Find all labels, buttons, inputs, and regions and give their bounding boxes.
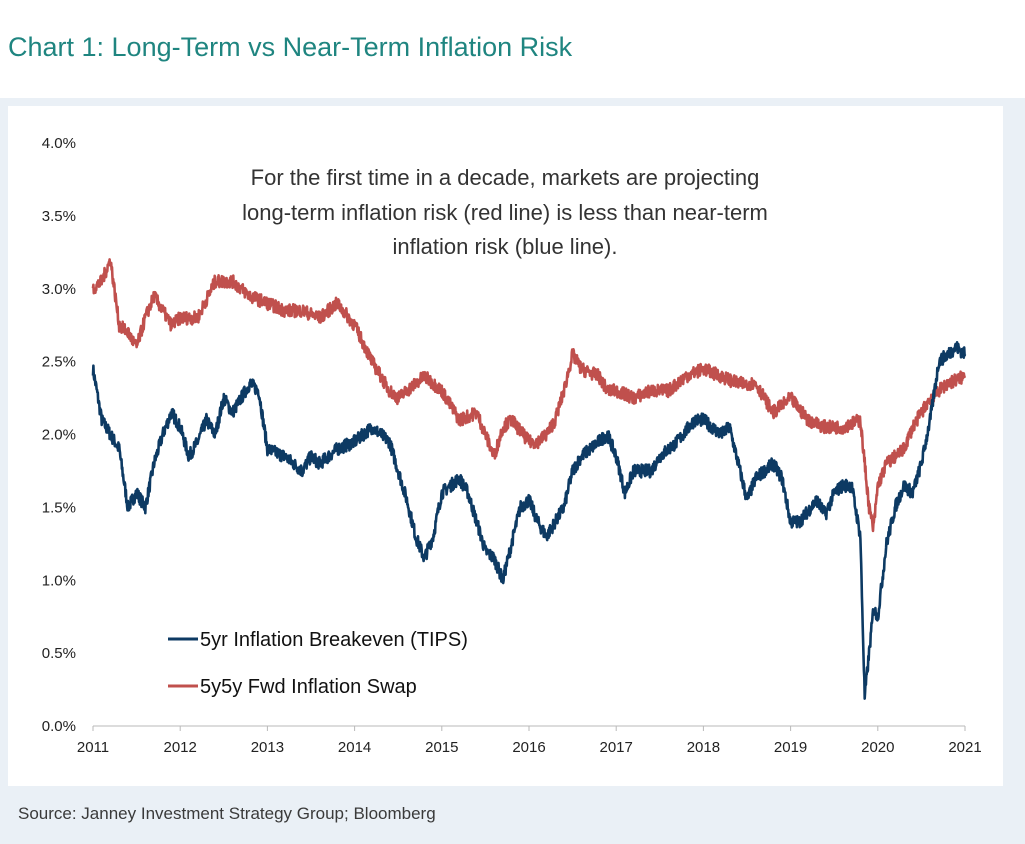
x-tick-label: 2015: [425, 739, 458, 756]
y-axis: 0.0% 0.5% 1.0% 1.5% 2.0% 2.5% 3.0% 3.5% 4.0%: [42, 135, 76, 735]
y-tick-label: 1.5%: [42, 499, 76, 516]
page-title: Chart 1: Long-Term vs Near-Term Inflatio…: [8, 32, 573, 62]
annotation-line-1: For the first time in a decade, markets …: [251, 165, 760, 190]
x-tick-label: 2017: [600, 739, 633, 756]
y-tick-label: 0.5%: [42, 645, 76, 662]
legend: 5yr Inflation Breakeven (TIPS) 5y5y Fwd …: [168, 629, 468, 698]
series-line-breakeven: [91, 340, 967, 700]
y-tick-label: 3.5%: [42, 208, 76, 225]
legend-label-swap: 5y5y Fwd Inflation Swap: [200, 676, 417, 698]
annotation-line-2: long-term inflation risk (red line) is l…: [242, 200, 768, 225]
chart-annotation: For the first time in a decade, markets …: [242, 165, 768, 259]
x-tick-label: 2021: [948, 739, 981, 756]
y-tick-label: 2.5%: [42, 354, 76, 371]
y-tick-label: 3.0%: [42, 281, 76, 298]
x-tick-label: 2018: [687, 739, 720, 756]
y-tick-label: 1.0%: [42, 572, 76, 589]
x-tick-label: 2011: [77, 739, 109, 756]
y-tick-label: 2.0%: [42, 427, 76, 444]
series-line-swap: [91, 258, 967, 533]
x-tick-label: 2014: [338, 739, 371, 756]
x-tick-label: 2013: [251, 739, 284, 756]
x-axis: 2011 2012 2013 2014 2015 2016 2017 2018 2019 2020…: [77, 725, 982, 756]
series-lines: [91, 258, 967, 700]
plot-area: [8, 106, 1003, 786]
x-tick-label: 2012: [164, 739, 197, 756]
legend-label-breakeven: 5yr Inflation Breakeven (TIPS): [200, 629, 468, 651]
annotation-line-3: inflation risk (blue line).: [393, 234, 618, 259]
y-tick-label: 0.0%: [42, 718, 76, 735]
x-tick-label: 2016: [512, 739, 545, 756]
source-note: Source: Janney Investment Strategy Group…: [18, 804, 436, 823]
x-tick-label: 2019: [774, 739, 807, 756]
y-tick-label: 4.0%: [42, 135, 76, 152]
x-tick-label: 2020: [861, 739, 894, 756]
